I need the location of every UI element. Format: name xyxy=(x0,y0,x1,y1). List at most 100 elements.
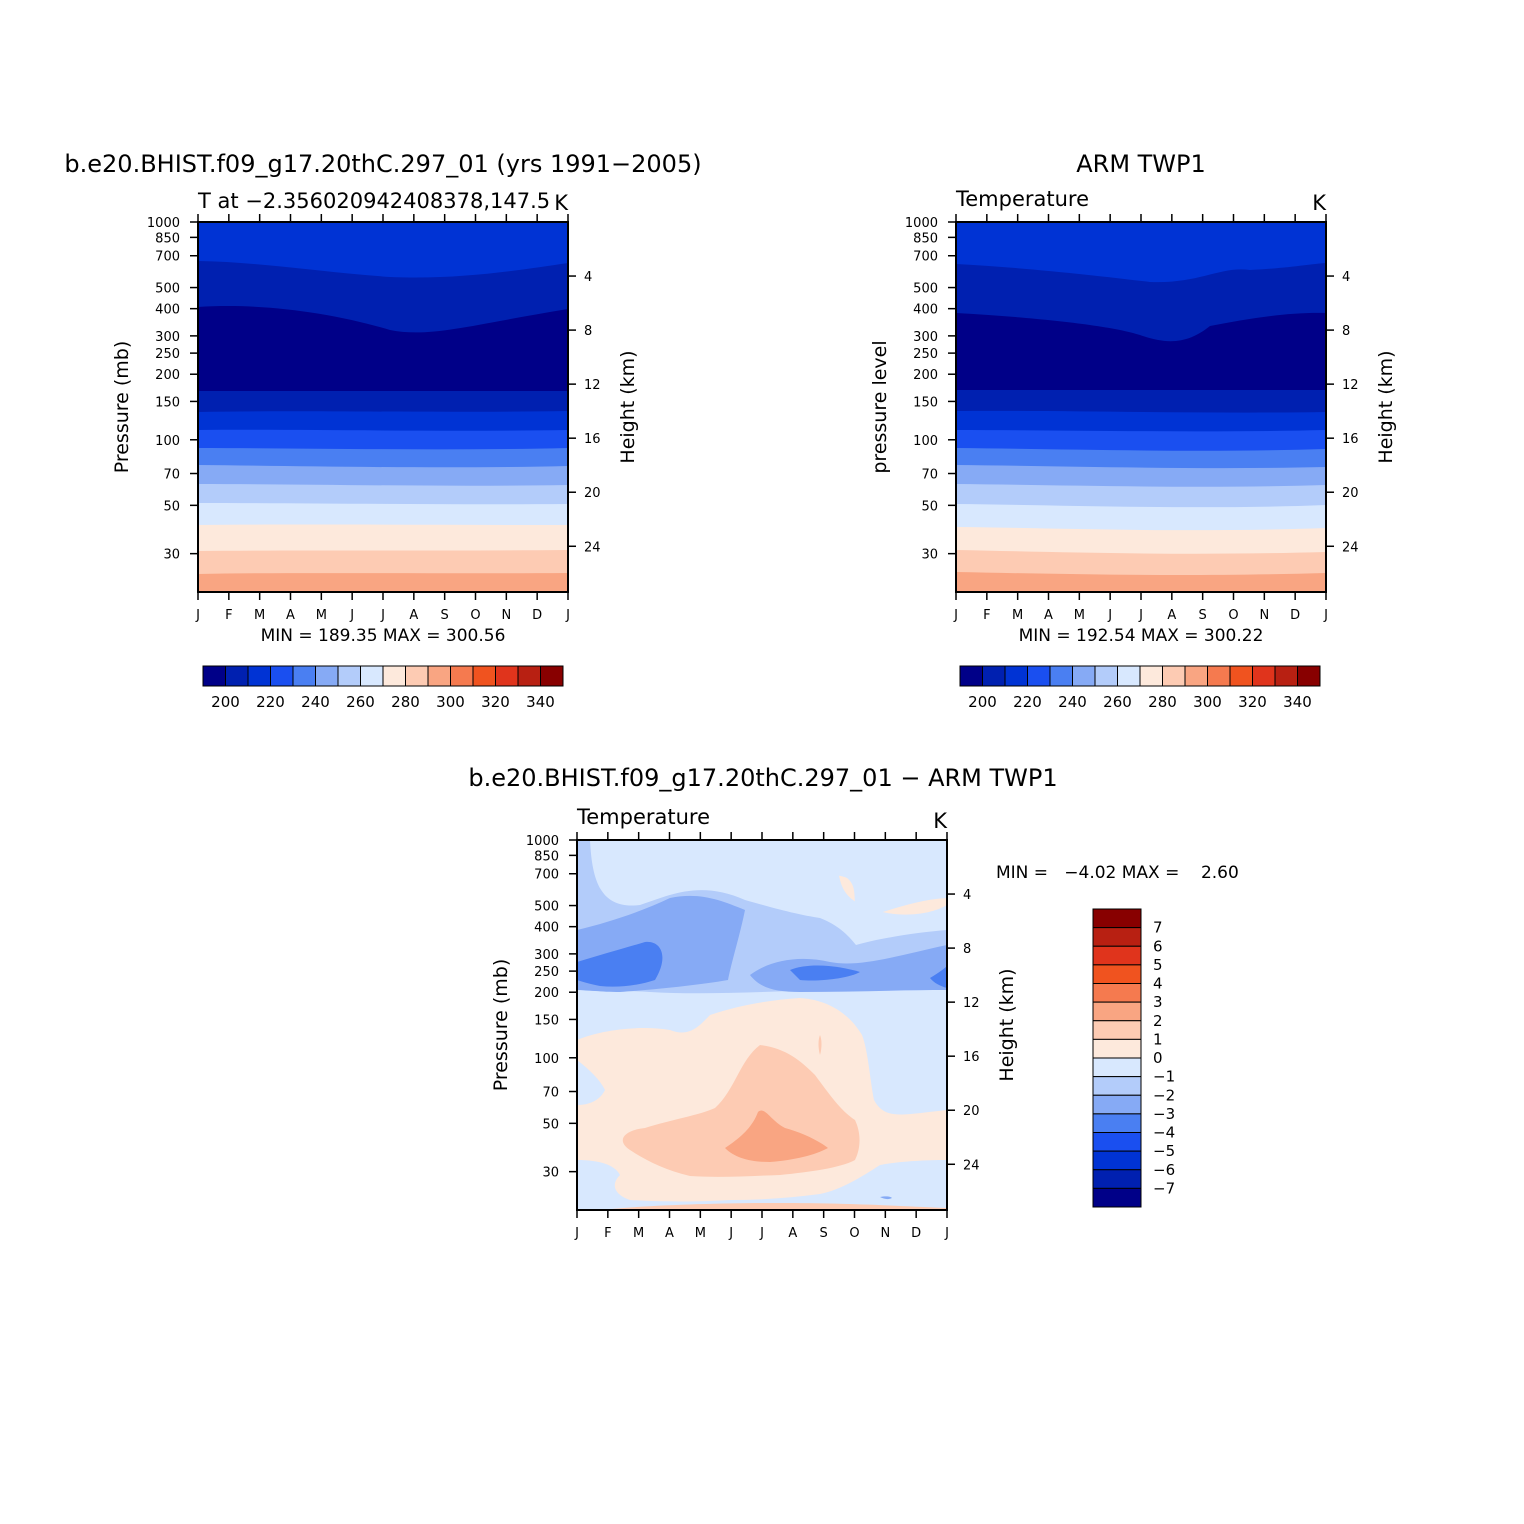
colorbar-swatch xyxy=(1229,665,1253,687)
colorbar-swatch xyxy=(1092,908,1142,929)
pressure-tick-label: 250 xyxy=(913,347,938,362)
colorbar-swatch xyxy=(1274,665,1298,687)
colorbar-swatch xyxy=(382,665,406,687)
pressure-tick-label: 500 xyxy=(913,282,938,297)
pressure-tick-label: 50 xyxy=(163,499,180,514)
colorbar-label: −7 xyxy=(1153,1179,1175,1197)
height-tick-label: 12 xyxy=(1342,378,1359,393)
height-tick-label: 4 xyxy=(584,270,592,285)
pressure-tick-label: 700 xyxy=(155,250,180,265)
colorbar-swatch xyxy=(1297,665,1321,687)
x-tick-label: M xyxy=(1012,608,1023,623)
colorbar-swatch xyxy=(1092,1020,1142,1040)
x-tick-label: A xyxy=(665,1226,674,1241)
colorbar-label: 0 xyxy=(1153,1049,1163,1067)
colorbar-swatch xyxy=(1092,983,1142,1003)
panel-model-zaxis: 24 20 16 12 8 4 xyxy=(568,270,601,555)
colorbar-label: 7 xyxy=(1153,919,1163,937)
panel-model-subtitle: T at −2.356020942408378,147.5 xyxy=(197,189,550,213)
height-tick-label: 16 xyxy=(584,432,601,447)
x-tick-label: M xyxy=(254,608,265,623)
panel-diff: b.e20.BHIST.f09_g17.20thC.297_01 − ARM T… xyxy=(468,764,1238,1241)
pressure-tick-label: 500 xyxy=(534,900,559,915)
colorbar-label: 280 xyxy=(391,693,420,711)
colorbar-label: −3 xyxy=(1153,1105,1175,1123)
x-tick-label: N xyxy=(501,608,511,623)
pressure-tick-label: 300 xyxy=(913,330,938,345)
panel-diff-title: b.e20.BHIST.f09_g17.20thC.297_01 − ARM T… xyxy=(468,764,1057,792)
x-tick-label: M xyxy=(633,1226,644,1241)
x-tick-label: M xyxy=(1074,608,1085,623)
colorbar-label: 6 xyxy=(1153,937,1163,955)
pressure-tick-label: 100 xyxy=(534,1052,559,1067)
height-tick-label: 8 xyxy=(963,942,971,957)
pressure-tick-label: 700 xyxy=(913,250,938,265)
colorbar-swatch xyxy=(1207,665,1231,687)
height-tick-label: 8 xyxy=(1342,324,1350,339)
colorbar-label: 340 xyxy=(1283,693,1312,711)
panel-obs-units: K xyxy=(1312,191,1327,215)
x-tick-label: D xyxy=(911,1226,921,1241)
pressure-tick-label: 70 xyxy=(163,468,180,483)
x-tick-label: J xyxy=(349,608,354,623)
panel-model: b.e20.BHIST.f09_g17.20thC.297_01 (yrs 19… xyxy=(64,150,701,711)
panel-obs-subtitle: Temperature xyxy=(955,187,1089,211)
colorbar-swatch xyxy=(1004,665,1028,687)
colorbar-swatch xyxy=(427,665,451,687)
panel-model-ylabel2: Height (km) xyxy=(617,350,639,463)
colorbar-swatch xyxy=(1092,1150,1142,1171)
pressure-tick-label: 30 xyxy=(921,548,938,563)
panel-model-units: K xyxy=(554,191,569,215)
colorbar-label: 300 xyxy=(1193,693,1222,711)
panel-obs-zaxis: 24 20 16 12 8 4 xyxy=(1326,270,1359,555)
colorbar-swatch xyxy=(1092,1057,1142,1078)
colorbar-label: 3 xyxy=(1153,993,1163,1011)
x-tick-label: O xyxy=(1228,608,1238,623)
pressure-tick-label: 250 xyxy=(534,965,559,980)
colorbar-swatch xyxy=(1092,1113,1142,1133)
colorbar-swatch xyxy=(292,665,316,687)
x-tick-label: J xyxy=(1107,608,1112,623)
height-tick-label: 20 xyxy=(584,486,601,501)
x-tick-label: J xyxy=(728,1226,733,1241)
panel-diff-ylabel: Pressure (mb) xyxy=(490,959,512,1092)
colorbar-swatch xyxy=(959,665,983,687)
pressure-tick-label: 700 xyxy=(534,868,559,883)
panel-obs-ylabel: pressure level xyxy=(869,340,891,473)
pressure-tick-label: 100 xyxy=(155,434,180,449)
x-tick-label: N xyxy=(880,1226,890,1241)
x-tick-label: J xyxy=(1323,608,1328,623)
panel-obs-field xyxy=(956,222,1326,592)
panel-model-ylabel: Pressure (mb) xyxy=(111,341,133,474)
colorbar-label: −5 xyxy=(1153,1142,1175,1160)
panel-obs-stats: MIN = 192.54 MAX = 300.22 xyxy=(1019,626,1264,646)
panel-diff-zaxis: 24 20 16 12 8 4 xyxy=(947,888,980,1173)
height-tick-label: 12 xyxy=(963,996,980,1011)
panel-model-title: b.e20.BHIST.f09_g17.20thC.297_01 (yrs 19… xyxy=(64,150,701,178)
colorbar-label: 4 xyxy=(1153,975,1163,993)
panel-obs: ARM TWP1 Temperature K J F M A M J J A S O N D J 30 5… xyxy=(869,150,1397,711)
colorbar-swatch xyxy=(1184,665,1208,687)
colorbar-label: 240 xyxy=(1058,693,1087,711)
panel-diff-subtitle: Temperature xyxy=(576,805,710,829)
x-tick-label: D xyxy=(1290,608,1300,623)
x-tick-label: A xyxy=(1167,608,1176,623)
x-tick-label: A xyxy=(788,1226,797,1241)
colorbar-swatch xyxy=(450,665,474,687)
colorbar-swatch xyxy=(1117,665,1141,687)
x-tick-label: J xyxy=(944,1226,949,1241)
colorbar-swatch xyxy=(202,665,226,687)
pressure-tick-label: 150 xyxy=(913,395,938,410)
x-tick-label: N xyxy=(1259,608,1269,623)
colorbar-swatch xyxy=(1094,665,1118,687)
pressure-tick-label: 300 xyxy=(155,330,180,345)
pressure-tick-label: 200 xyxy=(155,368,180,383)
pressure-tick-label: 150 xyxy=(155,395,180,410)
colorbar-label: 200 xyxy=(211,693,240,711)
pressure-tick-label: 30 xyxy=(163,548,180,563)
colorbar-swatch xyxy=(1072,665,1096,687)
